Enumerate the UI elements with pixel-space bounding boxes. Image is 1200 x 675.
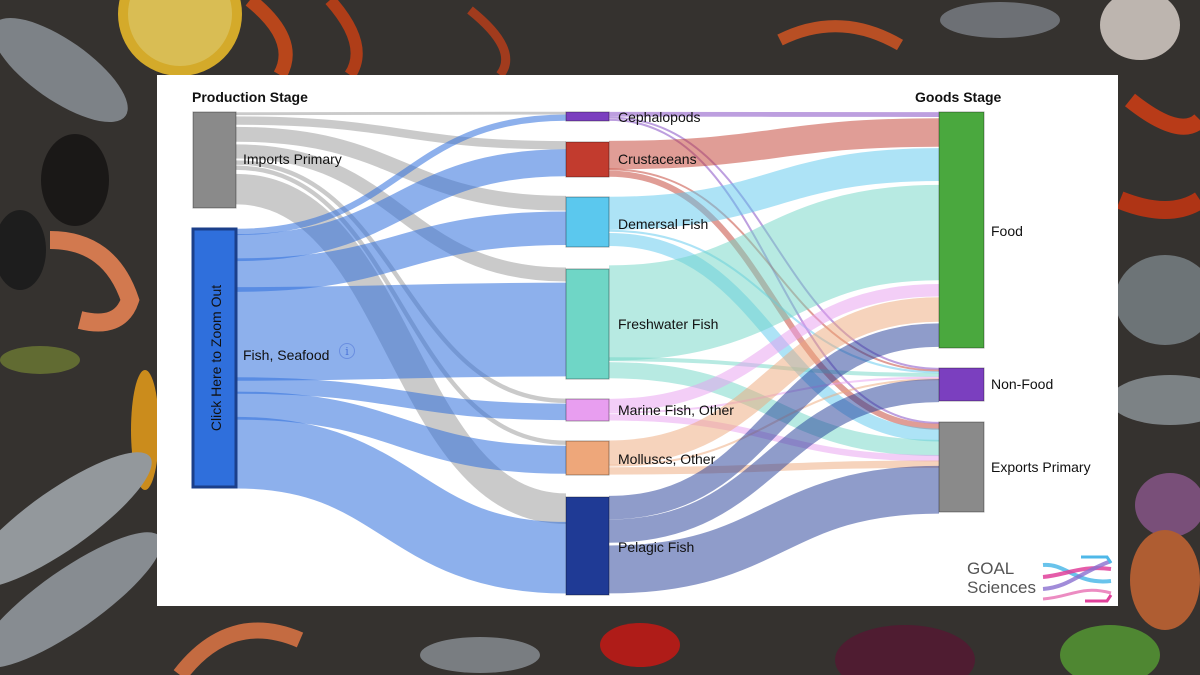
logo-line-2: Sciences [967,578,1036,597]
flow-imports-to-crustaceans[interactable] [235,116,567,150]
goods-stage-title: Goods Stage [915,89,1002,105]
node-fish[interactable] [191,227,238,489]
flow-pelagic-to-nonfood[interactable] [608,378,940,543]
flow-fish-to-cephalopods[interactable] [235,114,567,236]
sankey-diagram [191,111,985,596]
flow-crustaceans-to-food[interactable] [608,118,940,170]
goal-sciences-logo: GOAL Sciences [967,553,1117,605]
flow-demersal-to-exports[interactable] [608,232,940,442]
node-label-crustaceans: Crustaceans [618,151,697,167]
flow-imports-to-marine[interactable] [235,160,567,404]
info-circle-icon[interactable]: i [339,343,355,359]
node-nonfood[interactable] [938,367,985,402]
logo-mark-icon [1042,555,1113,603]
node-label-fish: Fish, Seafood [243,347,330,363]
flow-fish-to-molluscs[interactable] [235,391,567,474]
node-demersal[interactable] [565,196,610,248]
flow-marine-to-food[interactable] [608,284,940,412]
sankey-panel: Production Stage Goods Stage Click Here … [157,75,1118,606]
flow-freshwater-to-food[interactable] [608,184,940,361]
node-label-pelagic: Pelagic Fish [618,539,695,555]
flow-fish-to-marine[interactable] [235,377,567,421]
node-label-demersal: Demersal Fish [618,216,709,232]
flow-fish-to-pelagic[interactable] [235,416,567,594]
node-label-imports: Imports Primary [243,151,342,167]
flow-imports-to-demersal[interactable] [235,126,567,211]
node-crustaceans[interactable] [565,141,610,178]
flow-pelagic-to-exports[interactable] [608,465,940,594]
node-pelagic[interactable] [565,496,610,596]
logo-text: GOAL Sciences [967,559,1036,597]
flow-pelagic-to-food[interactable] [608,323,940,520]
node-label-freshwater: Freshwater Fish [618,316,719,332]
node-label-nonfood: Non-Food [991,376,1054,392]
node-marine[interactable] [565,398,610,422]
zoom-out-label: Click Here to Zoom Out [208,284,225,432]
production-stage-title: Production Stage [192,89,308,105]
logo-line-1: GOAL [967,559,1015,578]
flow-fish-to-crustaceans[interactable] [235,149,567,262]
node-freshwater[interactable] [565,268,610,380]
flow-imports-to-cephalopods[interactable] [235,111,567,116]
node-molluscs[interactable] [565,440,610,476]
flow-fish-to-freshwater[interactable] [235,282,567,381]
node-imports[interactable] [192,111,237,209]
node-label-food: Food [991,223,1023,239]
node-cephalopods[interactable] [565,111,610,122]
flow-fish-to-demersal[interactable] [235,211,567,292]
node-label-cephalopods: Cephalopods [618,109,701,125]
node-exports[interactable] [938,421,985,513]
node-label-marine: Marine Fish, Other [618,402,734,418]
nodes-layer [191,111,985,596]
flow-molluscs-to-food[interactable] [608,297,940,465]
zoom-out-button[interactable]: Click Here to Zoom Out [193,229,239,487]
node-label-molluscs: Molluscs, Other [618,451,716,467]
flow-demersal-to-food[interactable] [608,148,940,230]
node-food[interactable] [938,111,985,349]
node-label-exports: Exports Primary [991,459,1091,475]
links-layer [235,111,940,594]
